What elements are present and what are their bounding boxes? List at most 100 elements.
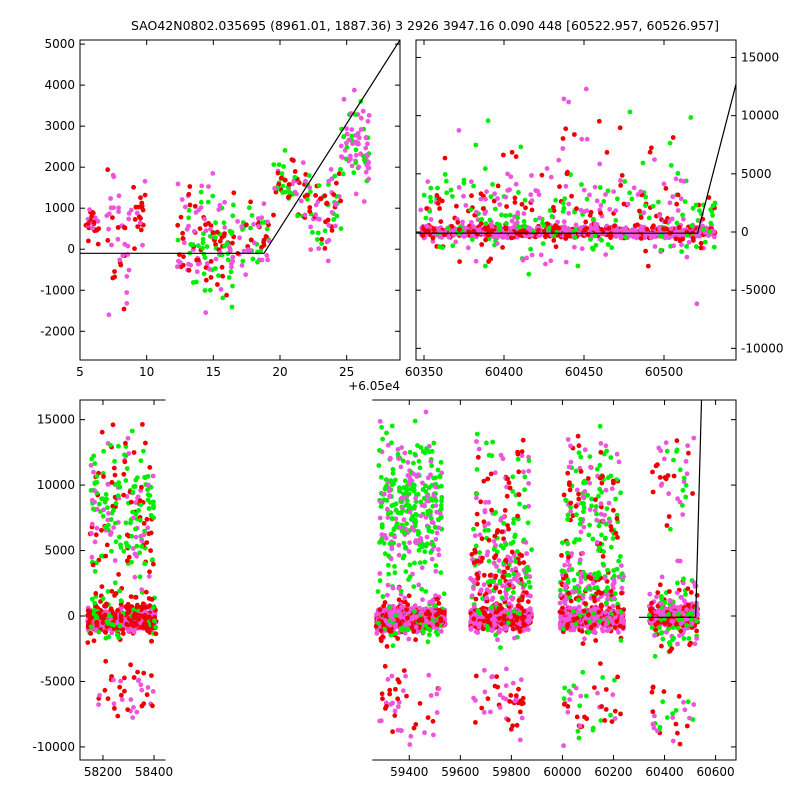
- data-point: [444, 190, 450, 196]
- data-point: [406, 480, 412, 486]
- data-point: [517, 501, 522, 507]
- data-point: [505, 476, 510, 482]
- data-point: [307, 208, 313, 214]
- data-point: [124, 290, 130, 295]
- data-point: [504, 666, 509, 672]
- data-point: [389, 546, 395, 552]
- data-point: [292, 174, 298, 180]
- data-point: [200, 240, 206, 246]
- data-point: [652, 244, 658, 249]
- data-point: [631, 185, 637, 191]
- data-point: [526, 458, 532, 464]
- data-point: [261, 239, 266, 245]
- data-point: [506, 601, 512, 606]
- data-point: [402, 450, 408, 456]
- data-point: [579, 182, 584, 187]
- data-point: [126, 451, 132, 456]
- data-point: [566, 210, 572, 216]
- data-point: [140, 604, 146, 609]
- data-point: [622, 179, 628, 184]
- data-point: [112, 706, 117, 711]
- data-point: [482, 508, 488, 513]
- data-point: [414, 512, 420, 518]
- data-point: [471, 586, 476, 591]
- data-point: [438, 219, 444, 225]
- data-point: [488, 221, 494, 227]
- data-point: [525, 520, 531, 526]
- data-point: [122, 225, 128, 231]
- data-point: [529, 198, 535, 204]
- data-point: [195, 261, 201, 267]
- data-point: [455, 220, 461, 225]
- data-point: [381, 497, 387, 503]
- data-point: [643, 203, 648, 209]
- data-point: [144, 540, 150, 545]
- data-point: [429, 463, 434, 469]
- data-point: [579, 246, 585, 252]
- frame-top-right: [415, 39, 737, 361]
- data-point: [286, 182, 292, 187]
- data-point: [411, 725, 417, 731]
- data-point: [418, 207, 424, 213]
- data-point: [425, 179, 431, 185]
- data-point: [116, 480, 122, 486]
- data-point: [125, 435, 131, 441]
- data-point: [667, 200, 673, 206]
- data-point: [387, 541, 393, 547]
- data-point: [492, 533, 498, 539]
- data-point: [697, 208, 702, 214]
- data-point: [521, 621, 526, 627]
- data-point: [375, 589, 381, 594]
- data-point: [438, 459, 444, 465]
- data-point: [461, 234, 467, 239]
- data-point: [509, 567, 515, 573]
- data-point: [404, 498, 410, 504]
- data-point: [146, 596, 152, 601]
- data-point: [528, 246, 533, 252]
- data-point: [495, 196, 500, 201]
- data-point: [560, 146, 566, 151]
- data-point: [412, 418, 418, 424]
- data-point: [139, 538, 145, 544]
- data-point: [313, 193, 318, 198]
- data-point: [187, 184, 193, 189]
- data-point: [411, 584, 417, 589]
- data-point: [377, 515, 383, 521]
- data-point: [545, 221, 551, 227]
- data-point: [497, 202, 503, 207]
- data-point: [148, 548, 154, 553]
- data-point: [128, 499, 134, 505]
- data-point: [105, 621, 111, 626]
- data-point: [677, 238, 683, 244]
- data-point: [488, 471, 494, 477]
- data-point: [420, 542, 426, 547]
- data-point: [506, 480, 512, 486]
- data-point: [554, 229, 560, 235]
- data-point: [526, 454, 531, 460]
- data-point: [442, 155, 448, 161]
- points-top-left: [83, 87, 372, 318]
- data-point: [117, 257, 123, 263]
- data-point: [613, 208, 619, 214]
- data-point: [220, 295, 226, 301]
- data-point: [132, 217, 138, 222]
- data-point: [129, 533, 135, 539]
- data-point: [521, 537, 527, 543]
- data-point: [186, 215, 192, 221]
- data-point: [500, 245, 505, 250]
- data-point: [675, 192, 681, 198]
- data-point: [679, 242, 684, 248]
- data-point: [597, 185, 603, 190]
- data-point: [121, 306, 127, 312]
- data-point: [131, 484, 137, 490]
- data-point: [526, 503, 531, 509]
- data-point: [439, 495, 445, 500]
- data-point: [411, 487, 417, 493]
- data-point: [603, 192, 608, 197]
- data-point: [434, 622, 440, 627]
- data-point: [319, 241, 324, 247]
- model-line: [416, 84, 736, 234]
- data-point: [407, 742, 413, 747]
- data-point: [426, 672, 432, 678]
- data-point: [110, 275, 116, 281]
